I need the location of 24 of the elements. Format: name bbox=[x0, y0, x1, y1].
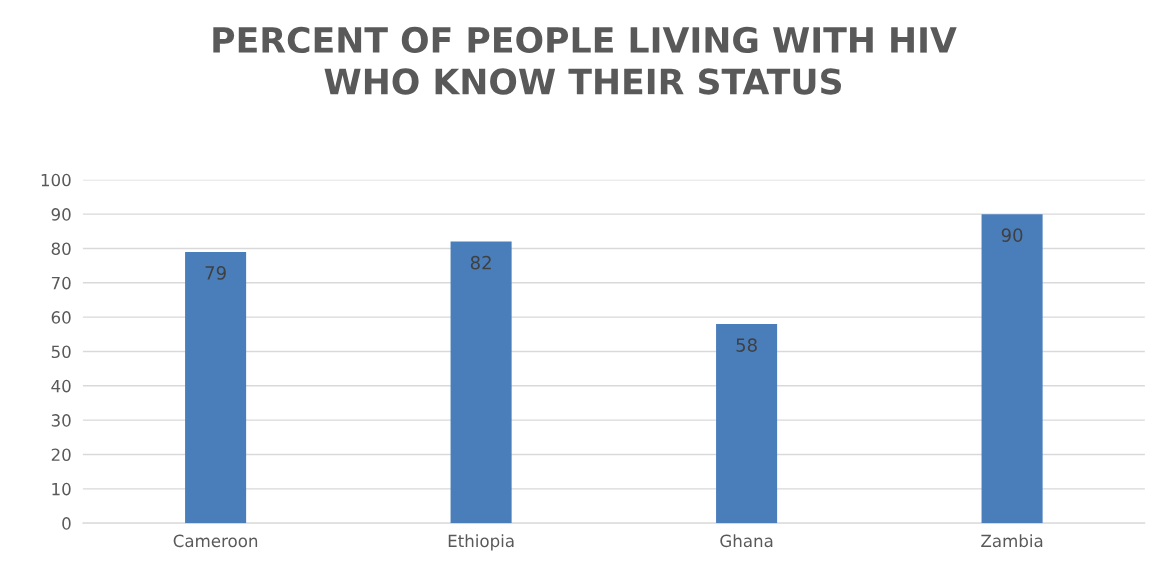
y-tick-label: 70 bbox=[51, 276, 71, 290]
y-tick-label: 10 bbox=[52, 482, 71, 496]
x-tick-label: Ethiopia bbox=[448, 534, 514, 551]
chart-title: PERCENT OF PEOPLE LIVING WITH HIV WHO KNOW THEIR STATUS bbox=[213, 26, 957, 95]
bar bbox=[716, 324, 778, 524]
y-tick-label: 100 bbox=[41, 173, 71, 187]
x-tick-label: Ghana bbox=[720, 534, 773, 548]
data-label: 82 bbox=[470, 255, 491, 270]
y-tick-label: 40 bbox=[51, 379, 71, 393]
y-tick-label: 20 bbox=[51, 448, 71, 462]
y-tick-label: 80 bbox=[51, 242, 71, 256]
data-label: 90 bbox=[1001, 228, 1023, 242]
y-tick-label: 0 bbox=[62, 517, 71, 530]
bar bbox=[981, 214, 1043, 524]
y-tick-label: 50 bbox=[51, 345, 71, 359]
x-tick-label: Zambia bbox=[981, 534, 1043, 548]
bar bbox=[450, 241, 512, 524]
data-label: 58 bbox=[736, 338, 757, 352]
data-label: 79 bbox=[205, 266, 226, 280]
y-tick-label: 90 bbox=[51, 208, 71, 221]
y-tick-label: 30 bbox=[51, 414, 71, 427]
x-tick-label: Cameroon bbox=[173, 534, 258, 548]
y-tick-label: 60 bbox=[51, 311, 71, 324]
bar bbox=[185, 251, 247, 524]
